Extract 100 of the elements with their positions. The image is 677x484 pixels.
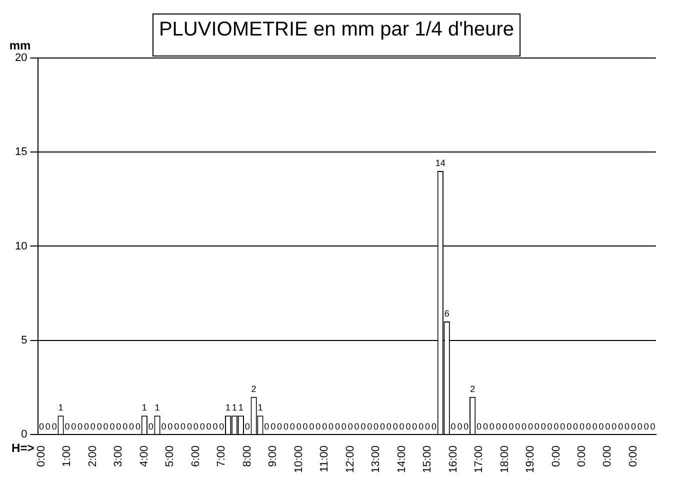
data-label: 1 <box>142 402 147 413</box>
data-label: 0 <box>212 421 218 432</box>
data-label: 0 <box>283 421 288 432</box>
x-tick-label: 4:00 <box>138 445 150 467</box>
y-tick-label: 20 <box>14 52 28 64</box>
data-label: 0 <box>206 421 212 432</box>
data-label: 0 <box>624 421 630 432</box>
data-label: 0 <box>566 421 572 432</box>
data-label: 0 <box>110 421 115 432</box>
data-label: 0 <box>392 421 398 432</box>
data-label: 0 <box>84 421 90 432</box>
data-label: 0 <box>90 421 96 432</box>
y-tick-label: 0 <box>21 428 28 441</box>
data-label: 0 <box>496 421 501 432</box>
data-label: 0 <box>579 421 584 432</box>
data-label: 0 <box>450 421 456 432</box>
data-label: 0 <box>612 421 617 432</box>
data-label: 0 <box>534 421 540 432</box>
x-tick-label: 19:00 <box>524 445 537 474</box>
data-label: 0 <box>116 421 122 432</box>
data-label: 0 <box>489 421 494 432</box>
x-tick-label: 0:00 <box>602 445 614 467</box>
data-label: 0 <box>630 421 636 432</box>
data-label: 1 <box>58 402 64 413</box>
data-label: 1 <box>238 402 244 413</box>
data-label: 0 <box>573 421 578 432</box>
data-label: 0 <box>334 421 340 432</box>
data-label: 0 <box>399 421 404 432</box>
data-label: 0 <box>244 421 250 432</box>
data-label: 1 <box>232 402 238 413</box>
y-axis-title: mm <box>9 38 31 52</box>
data-label: 0 <box>508 421 514 432</box>
x-tick-label: 12:00 <box>344 445 356 474</box>
data-label: 0 <box>592 421 598 432</box>
x-tick-label: 14:00 <box>396 445 408 474</box>
data-label: 0 <box>296 421 302 432</box>
data-label: 0 <box>103 421 108 432</box>
data-label: 0 <box>554 421 559 432</box>
data-label: 0 <box>161 421 166 432</box>
data-label: 0 <box>650 421 656 432</box>
data-label: 0 <box>457 421 462 432</box>
data-label: 0 <box>290 421 295 432</box>
data-label: 0 <box>322 421 328 432</box>
data-label: 0 <box>52 421 57 432</box>
data-label: 0 <box>180 421 186 432</box>
data-label: 6 <box>444 308 450 319</box>
data-label: 0 <box>200 421 205 432</box>
data-label: 0 <box>522 421 527 432</box>
data-label: 0 <box>418 421 424 432</box>
data-label: 0 <box>540 421 546 432</box>
data-label: 0 <box>174 421 180 432</box>
data-label: 0 <box>528 421 534 432</box>
x-tick-label: 15:00 <box>422 445 434 474</box>
data-label: 0 <box>586 421 591 432</box>
data-label: 0 <box>374 421 379 432</box>
data-label: 0 <box>618 421 624 432</box>
data-label: 1 <box>154 402 160 413</box>
data-label: 0 <box>354 421 360 432</box>
data-label: 0 <box>264 421 270 432</box>
data-label: 0 <box>464 421 469 432</box>
data-label: 0 <box>412 421 418 432</box>
data-label: 0 <box>598 421 604 432</box>
x-tick-label: 6:00 <box>190 445 202 467</box>
x-tick-label: 0:00 <box>35 445 48 467</box>
x-tick-label: 13:00 <box>370 445 382 474</box>
x-tick-label: 9:00 <box>267 445 280 467</box>
data-label: 0 <box>302 421 308 432</box>
data-label: 0 <box>135 421 140 432</box>
data-label: 0 <box>637 421 642 432</box>
data-label: 2 <box>470 384 476 394</box>
data-label: 0 <box>348 421 353 432</box>
x-tick-label: 18:00 <box>498 445 511 474</box>
x-tick-label: 8:00 <box>241 445 254 467</box>
data-label: 0 <box>425 421 430 432</box>
data-label: 0 <box>277 421 282 432</box>
data-label: 0 <box>431 421 436 432</box>
data-label: 0 <box>360 421 366 432</box>
data-label: 0 <box>328 421 334 432</box>
x-tick-label: 0:00 <box>627 445 640 467</box>
x-tick-label: 0:00 <box>576 445 588 467</box>
x-tick-label: 17:00 <box>473 445 486 474</box>
data-label: 1 <box>258 402 263 413</box>
data-label: 0 <box>341 421 346 432</box>
data-label: 0 <box>78 421 83 432</box>
data-label: 0 <box>148 421 154 432</box>
data-label: 0 <box>270 421 276 432</box>
data-label: 0 <box>193 421 198 432</box>
data-label: 14 <box>435 158 446 168</box>
x-tick-label: 5:00 <box>164 445 176 467</box>
data-label: 0 <box>482 421 488 432</box>
data-label: 0 <box>316 421 321 432</box>
data-label: 0 <box>547 421 552 432</box>
data-label: 0 <box>476 421 482 432</box>
data-label: 0 <box>38 421 44 432</box>
x-tick-label: 10:00 <box>292 445 305 474</box>
data-label: 0 <box>644 421 649 432</box>
data-label: 0 <box>96 421 102 432</box>
data-label: 0 <box>186 421 192 432</box>
data-label: 0 <box>386 421 392 432</box>
data-label: 0 <box>515 421 520 432</box>
